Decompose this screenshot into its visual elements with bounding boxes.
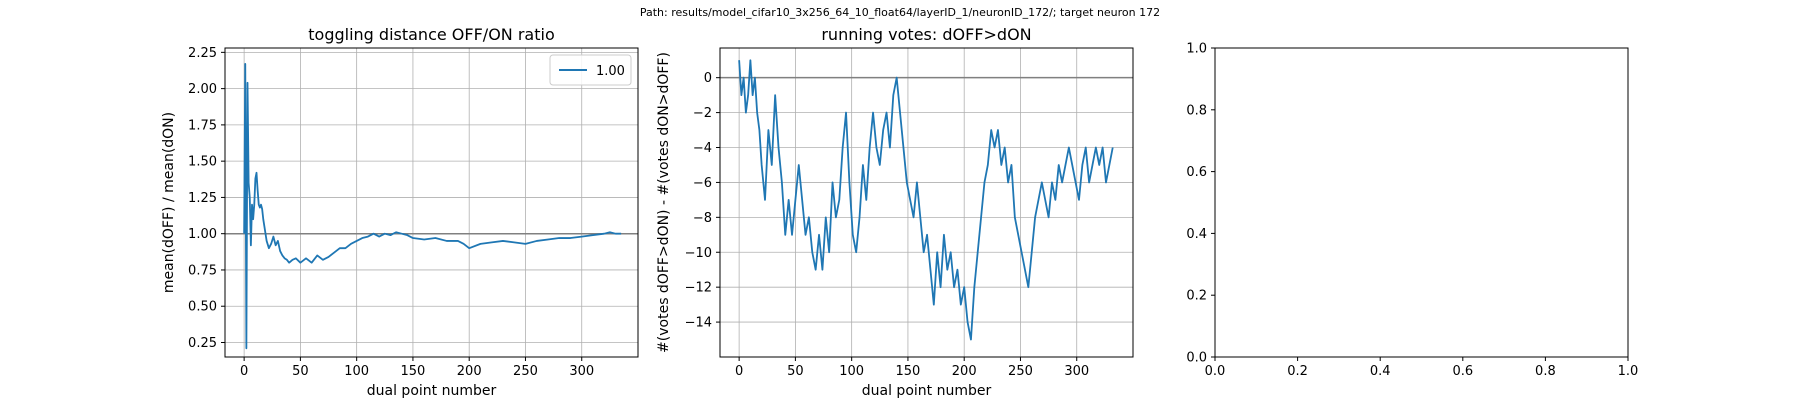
y-tick-label: 2.00 [188, 82, 217, 97]
x-tick-label: 250 [513, 364, 538, 379]
y-tick-label: 2.25 [188, 46, 217, 61]
x-tick-label: 0.2 [1287, 364, 1308, 379]
x-tick-label: 0.4 [1370, 364, 1391, 379]
axes-frame [719, 47, 1134, 358]
y-tick-label: 0 [704, 71, 712, 86]
chart-panel-2: 0 50 100 150 200 250 300 0 −2 −4 −6 −8 −10 −12 −14 runn… [656, 25, 1134, 399]
legend-box [549, 54, 632, 86]
chart-panel-1: 0 50 100 150 200 250 300 0.25 0.50 0.75 1.00 1.25 1.… [161, 25, 639, 399]
x-tick-label: 150 [401, 364, 426, 379]
chart-title: running votes: dOFF>dON [821, 25, 1031, 44]
y-tick-label: 0.50 [188, 300, 217, 315]
chart-panel-3: 0.0 0.2 0.4 0.6 0.8 1.0 0.0 0.2 0.4 0.6 0.8 1.0 [1186, 42, 1638, 380]
figure-suptitle: Path: results/model_cifar10_3x256_64_10_… [639, 6, 1161, 19]
axes-frame [224, 47, 639, 358]
axes-frame [1214, 47, 1629, 358]
y-tick-label: 1.0 [1186, 42, 1207, 57]
x-axis-label: dual point number [367, 383, 497, 399]
y-tick-label: 1.50 [188, 155, 217, 170]
y-tick-label: 0.25 [188, 336, 217, 351]
y-axis-label: #(votes dOFF>dON) - #(votes dON>dOFF) [656, 52, 672, 353]
y-tick-label: 1.75 [188, 118, 217, 133]
legend: 1.00 [549, 54, 632, 86]
y-tick-label: 1.25 [188, 191, 217, 206]
y-tick-label: 0.6 [1186, 165, 1207, 180]
y-tick-label: 1.00 [188, 227, 217, 242]
x-axis-label: dual point number [862, 383, 992, 399]
y-tick-label: 0.75 [188, 263, 217, 278]
series-line-1 [738, 59, 1114, 341]
x-tick-label: 300 [1064, 364, 1089, 379]
x-tick-label: 50 [292, 364, 309, 379]
y-tick-label: −4 [693, 141, 712, 156]
x-tick-label: 0.6 [1452, 364, 1473, 379]
y-tick-label: 0.2 [1186, 289, 1207, 304]
y-tick-label: 0.8 [1186, 103, 1207, 118]
y-tick-label: −6 [693, 176, 712, 191]
x-tick-label: 0 [735, 364, 743, 379]
legend-label: 1.00 [596, 64, 625, 79]
y-tick-label: −14 [685, 316, 712, 331]
chart-title: toggling distance OFF/ON ratio [308, 25, 554, 44]
y-tick-label: −10 [685, 246, 712, 261]
x-tick-label: 250 [1008, 364, 1033, 379]
x-tick-label: 100 [344, 364, 369, 379]
x-tick-label: 100 [839, 364, 864, 379]
series-line-1 [243, 63, 622, 350]
y-tick-label: −2 [693, 106, 712, 121]
x-tick-label: 150 [896, 364, 921, 379]
y-tick-label: −12 [685, 281, 712, 296]
x-tick-label: 1.0 [1618, 364, 1639, 379]
x-tick-label: 200 [457, 364, 482, 379]
x-tick-label: 200 [952, 364, 977, 379]
y-axis-label: mean(dOFF) / mean(dON) [161, 112, 177, 293]
y-tick-label: 0.4 [1186, 227, 1207, 242]
x-tick-label: 0 [240, 364, 248, 379]
y-tick-label: −8 [693, 211, 712, 226]
x-tick-label: 50 [787, 364, 804, 379]
x-tick-label: 300 [569, 364, 594, 379]
x-tick-label: 0.8 [1535, 364, 1556, 379]
y-tick-label: 0.0 [1186, 351, 1207, 366]
x-tick-label: 0.0 [1205, 364, 1226, 379]
